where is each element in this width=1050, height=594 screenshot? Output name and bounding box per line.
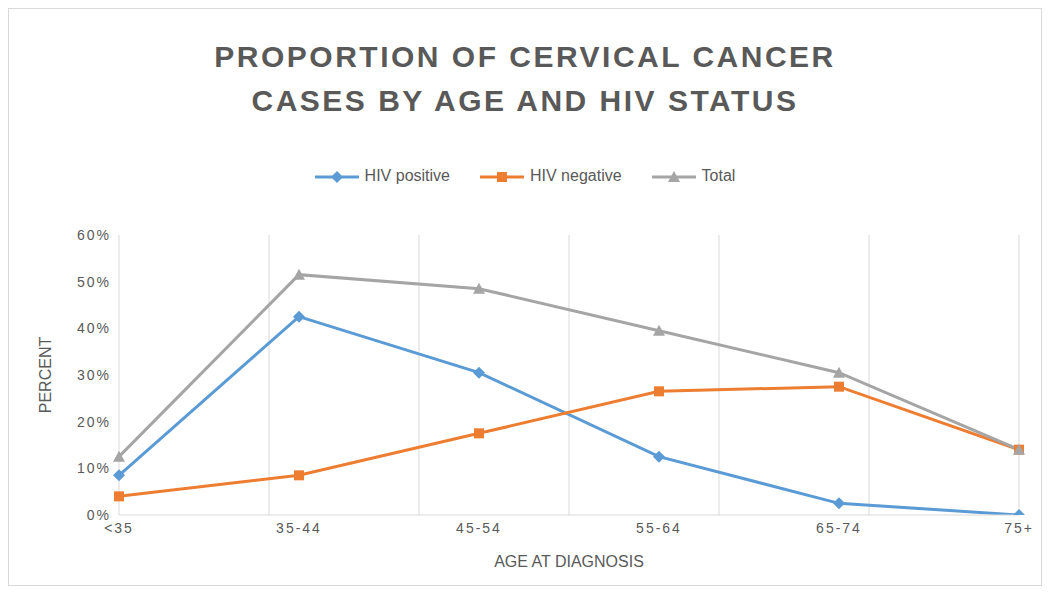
svg-text:50%: 50% xyxy=(77,274,111,290)
svg-text:35-44: 35-44 xyxy=(276,520,322,536)
html-text:Total: Total xyxy=(701,167,736,184)
svg-text:10%: 10% xyxy=(77,460,111,476)
svg-text:30%: 30% xyxy=(77,367,111,383)
svg-text:0%: 0% xyxy=(87,507,111,523)
svg-text:55-64: 55-64 xyxy=(636,520,682,536)
html-text:HIV positive: HIV positive xyxy=(364,167,450,184)
html-text:PROPORTION OF CERVICAL CANCER: PROPORTION OF CERVICAL CANCER CASES BY A… xyxy=(214,40,836,117)
svg-text:65-74: 65-74 xyxy=(816,520,862,536)
html-text:HIV negative: HIV negative xyxy=(530,167,622,184)
svg-text:<35: <35 xyxy=(104,519,134,536)
svg-text:AGE AT DIAGNOSIS: AGE AT DIAGNOSIS xyxy=(494,553,644,570)
svg-text:60%: 60% xyxy=(77,227,111,243)
svg-text:20%: 20% xyxy=(77,414,111,430)
svg-text:40%: 40% xyxy=(77,320,111,336)
svg-text:75+: 75+ xyxy=(1004,520,1034,536)
svg-text:PERCENT: PERCENT xyxy=(37,337,54,414)
svg-text:45-54: 45-54 xyxy=(456,520,502,536)
